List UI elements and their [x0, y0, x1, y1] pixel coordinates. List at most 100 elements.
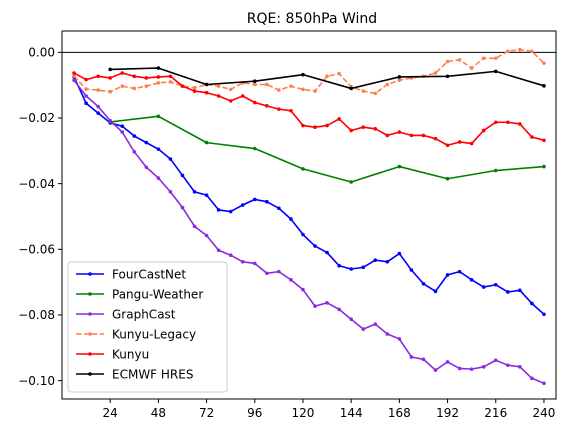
- data-point-kunyu-legacy: [493, 56, 498, 61]
- data-point-kunyu: [530, 135, 534, 139]
- data-point-graphcast: [144, 165, 149, 170]
- x-tick-label: 72: [199, 406, 214, 420]
- legend-item-kunyu: Kunyu: [76, 348, 149, 362]
- data-point-fourcastnet: [180, 173, 185, 178]
- legend-box: [67, 261, 228, 393]
- legend-marker: [88, 292, 92, 296]
- data-point-kunyu: [168, 74, 173, 79]
- data-point-kunyu: [277, 107, 281, 111]
- data-point-fourcastnet: [301, 232, 305, 237]
- y-tick-label: −0.08: [18, 308, 55, 322]
- data-point-kunyu: [228, 99, 233, 103]
- data-point-ecmwf-hres: [349, 86, 353, 91]
- data-point-fourcastnet: [277, 206, 281, 211]
- series-line-kunyu-legacy: [73, 48, 545, 95]
- data-point-fourcastnet: [530, 301, 534, 306]
- data-point-pangu-weather: [301, 167, 305, 171]
- series-ecmwf-hres: [108, 66, 546, 91]
- data-point-kunyu: [337, 117, 341, 121]
- data-point-fourcastnet: [337, 263, 341, 268]
- data-point-ecmwf-hres: [108, 67, 112, 72]
- x-tick-label: 240: [532, 406, 555, 420]
- data-point-graphcast: [337, 307, 341, 312]
- data-point-kunyu-legacy: [132, 86, 137, 91]
- legend-marker: [88, 372, 92, 376]
- data-point-graphcast: [361, 327, 366, 331]
- data-point-fourcastnet: [216, 208, 221, 212]
- data-point-fourcastnet: [385, 259, 390, 264]
- data-point-kunyu: [481, 128, 486, 133]
- data-point-fourcastnet: [240, 203, 245, 207]
- data-point-kunyu-legacy: [72, 74, 76, 78]
- data-point-ecmwf-hres: [301, 72, 305, 77]
- data-point-kunyu: [361, 125, 366, 129]
- data-point-kunyu-legacy: [457, 58, 462, 62]
- data-point-fourcastnet: [120, 124, 125, 128]
- data-point-graphcast: [433, 368, 438, 372]
- data-point-graphcast: [168, 190, 173, 194]
- data-point-graphcast: [301, 287, 305, 292]
- data-point-kunyu: [204, 90, 209, 95]
- data-point-kunyu: [349, 128, 353, 133]
- legend-label: ECMWF HRES: [112, 368, 193, 382]
- data-point-kunyu: [144, 76, 149, 80]
- data-point-graphcast: [277, 269, 281, 274]
- data-point-fourcastnet: [433, 289, 438, 294]
- x-tick-label: 48: [151, 406, 166, 420]
- data-point-ecmwf-hres: [204, 82, 209, 87]
- data-point-fourcastnet: [421, 281, 426, 286]
- data-point-graphcast: [397, 337, 402, 341]
- x-tick-label: 144: [340, 406, 363, 420]
- data-point-graphcast: [481, 365, 486, 369]
- data-point-pangu-weather: [445, 176, 450, 181]
- data-point-kunyu-legacy: [313, 89, 317, 93]
- data-point-ecmwf-hres: [397, 75, 402, 79]
- data-point-graphcast: [265, 271, 269, 276]
- data-point-graphcast: [325, 301, 329, 305]
- series-line-pangu-weather: [110, 115, 545, 183]
- axes-frame: [61, 30, 557, 400]
- data-point-kunyu: [252, 100, 257, 105]
- series-pangu-weather: [108, 114, 546, 184]
- legend-label: Kunyu-Legacy: [112, 328, 196, 342]
- data-point-fourcastnet: [96, 111, 100, 115]
- legend-item-pangu-weather: Pangu-Weather: [76, 288, 203, 302]
- data-point-kunyu: [108, 76, 112, 80]
- data-point-fourcastnet: [228, 209, 233, 214]
- data-point-kunyu: [469, 141, 474, 146]
- data-point-fourcastnet: [325, 250, 329, 255]
- data-point-kunyu: [180, 84, 185, 88]
- data-point-fourcastnet: [518, 288, 522, 293]
- legend-label: Pangu-Weather: [112, 288, 203, 302]
- series-line-ecmwf-hres: [110, 67, 545, 90]
- data-point-graphcast: [228, 253, 233, 258]
- data-point-graphcast: [120, 130, 125, 134]
- data-point-kunyu-legacy: [289, 84, 293, 88]
- data-point-fourcastnet: [168, 157, 173, 161]
- data-point-fourcastnet: [361, 265, 366, 270]
- legend-label: Kunyu: [112, 348, 149, 362]
- data-point-kunyu-legacy: [385, 82, 390, 87]
- data-point-kunyu: [518, 122, 522, 126]
- data-point-kunyu: [506, 120, 510, 125]
- data-point-kunyu-legacy: [120, 84, 125, 88]
- y-tick-label: −0.04: [18, 177, 55, 191]
- x-tick-label: 96: [247, 406, 262, 420]
- data-point-pangu-weather: [252, 146, 257, 151]
- data-point-fourcastnet: [469, 278, 474, 282]
- data-point-kunyu-legacy: [192, 85, 197, 90]
- data-point-kunyu-legacy: [506, 49, 510, 54]
- data-point-graphcast: [445, 360, 450, 364]
- data-point-fourcastnet: [409, 268, 414, 272]
- data-point-kunyu: [265, 104, 269, 108]
- data-point-graphcast: [72, 78, 76, 83]
- data-point-kunyu: [132, 74, 137, 79]
- data-point-graphcast: [385, 332, 390, 336]
- x-tick-label: 216: [484, 406, 507, 420]
- data-point-ecmwf-hres: [493, 69, 498, 74]
- legend-marker: [88, 332, 92, 336]
- legend-marker: [88, 352, 92, 356]
- x-tick-label: 192: [436, 406, 459, 420]
- series-fourcastnet: [72, 75, 546, 317]
